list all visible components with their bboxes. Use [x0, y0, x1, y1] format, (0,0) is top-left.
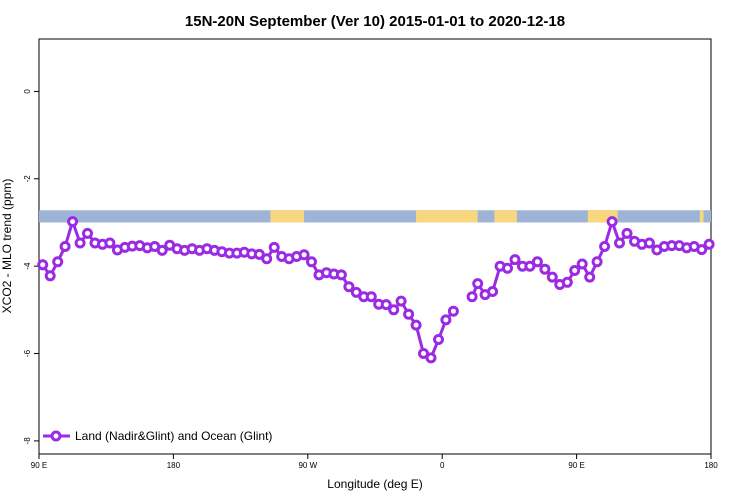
- data-point: [569, 265, 581, 276]
- series-line: [470, 220, 710, 298]
- data-point: [343, 281, 355, 293]
- chart-title: 15N-20N September (Ver 10) 2015-01-01 to…: [185, 13, 565, 30]
- data-point: [425, 352, 437, 364]
- data-point: [298, 249, 310, 261]
- data-point: [59, 241, 71, 252]
- data-point: [466, 291, 478, 303]
- data-point: [524, 260, 536, 272]
- data-point: [433, 334, 444, 345]
- data-point: [606, 216, 618, 228]
- x-tick-label: 90 E: [31, 461, 47, 470]
- land-segment: [416, 210, 478, 223]
- y-tick-label: -2: [23, 175, 32, 183]
- legend-label: Land (Nadir&Glint) and Ocean (Glint): [75, 429, 272, 443]
- data-point: [447, 305, 459, 317]
- data-point: [403, 308, 415, 320]
- data-point: [599, 241, 611, 252]
- data-point: [52, 256, 64, 268]
- data-point: [440, 314, 452, 326]
- x-tick-label: 0: [440, 461, 445, 470]
- y-axis: 0 -2 -4 -6 -8: [23, 89, 39, 445]
- data-point: [306, 256, 317, 268]
- series-layer: [37, 216, 715, 364]
- data-point: [365, 291, 377, 303]
- data-point: [44, 270, 56, 282]
- data-point: [37, 259, 49, 271]
- data-point: [156, 244, 168, 256]
- ocean-band: [39, 210, 711, 223]
- y-tick-label: 0: [23, 89, 32, 94]
- y-tick-label: -6: [23, 349, 32, 357]
- data-point: [487, 286, 499, 297]
- x-tick-label: 90 E: [568, 461, 584, 470]
- data-point: [261, 253, 273, 265]
- data-point: [703, 238, 715, 250]
- data-point: [614, 237, 625, 249]
- data-point: [67, 216, 79, 228]
- x-tick-label: 180: [167, 461, 181, 470]
- data-point: [576, 258, 588, 270]
- data-point: [418, 348, 429, 359]
- legend: Land (Nadir&Glint) and Ocean (Glint): [43, 429, 272, 443]
- data-point: [74, 237, 86, 249]
- data-point: [388, 304, 400, 316]
- land-ocean-band: [39, 210, 711, 223]
- x-tick-label: 90 W: [298, 461, 317, 470]
- data-point: [335, 269, 347, 281]
- data-point: [509, 254, 521, 266]
- data-point: [502, 262, 513, 274]
- land-segment: [699, 210, 704, 223]
- data-point: [104, 237, 116, 249]
- data-point: [82, 227, 93, 239]
- data-point: [531, 256, 543, 268]
- y-tick-label: -4: [23, 262, 32, 270]
- x-axis-label: Longitude (deg E): [327, 477, 422, 491]
- y-tick-label: -8: [23, 437, 32, 445]
- land-segment: [494, 210, 517, 223]
- x-tick-label: 180: [704, 461, 718, 470]
- data-point: [584, 271, 596, 283]
- data-point: [472, 278, 484, 290]
- data-point: [591, 256, 603, 268]
- data-point: [539, 263, 551, 275]
- data-point: [643, 237, 655, 249]
- y-axis-label: XCO2 - MLO trend (ppm): [0, 179, 14, 314]
- data-point: [410, 319, 422, 331]
- data-point: [546, 271, 558, 283]
- legend-marker: [50, 430, 62, 442]
- data-point: [395, 295, 407, 307]
- data-point: [380, 299, 392, 311]
- x-axis: 90 E 180 90 W 0 90 E 180: [31, 454, 718, 470]
- data-point: [561, 276, 573, 288]
- data-point: [268, 241, 280, 253]
- data-point: [696, 244, 708, 256]
- data-point: [621, 227, 633, 239]
- data-point: [350, 286, 362, 298]
- land-segment: [270, 210, 305, 223]
